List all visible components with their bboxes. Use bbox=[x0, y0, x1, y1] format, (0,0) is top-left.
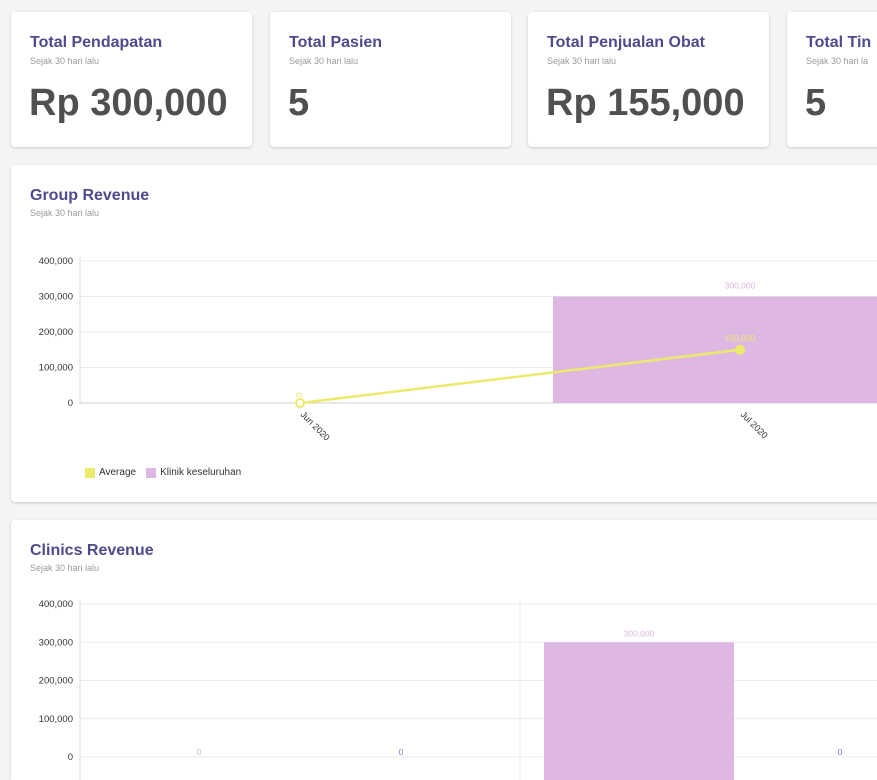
bar-value-label: 0 bbox=[838, 747, 843, 757]
group-revenue-chart: 400,000 300,000 200,000 100,000 0 300,000 0 150… bbox=[39, 256, 877, 443]
stat-value: 5 bbox=[805, 82, 827, 124]
stat-title: Total Pendapatan bbox=[30, 34, 163, 51]
legend-label: Average bbox=[99, 467, 137, 478]
stat-value: Rp 155,000 bbox=[546, 82, 745, 124]
bar-value-label: 300,000 bbox=[725, 281, 756, 291]
bar-value-label: 0 bbox=[399, 747, 404, 757]
y-tick-label: 400,000 bbox=[39, 599, 73, 610]
stat-value: Rp 300,000 bbox=[29, 82, 228, 124]
stat-card-total-penjualan-obat: Total Penjualan Obat Sejak 30 hari lalu … bbox=[528, 12, 769, 147]
stat-value: 5 bbox=[288, 82, 310, 124]
y-tick-label: 200,000 bbox=[39, 676, 73, 687]
legend-swatch bbox=[85, 467, 95, 478]
stat-title: Total Tin bbox=[806, 34, 872, 51]
average-point bbox=[295, 398, 305, 408]
bar bbox=[544, 642, 734, 780]
stat-title: Total Penjualan Obat bbox=[547, 34, 705, 51]
chart-legend: Average Klinik keseluruhan bbox=[85, 467, 245, 478]
legend-swatch bbox=[146, 467, 157, 478]
y-tick-label: 300,000 bbox=[39, 292, 73, 303]
chart-title: Clinics Revenue bbox=[30, 542, 154, 559]
y-tick-label: 200,000 bbox=[39, 327, 73, 338]
stat-subtitle: Sejak 30 hari la bbox=[806, 56, 869, 66]
legend-label: Klinik keseluruhan bbox=[160, 467, 242, 478]
legend-item-klinik[interactable]: Klinik keseluruhan bbox=[146, 467, 241, 478]
stat-subtitle: Sejak 30 hari lalu bbox=[547, 56, 617, 66]
x-tick-label: Jul 2020 bbox=[739, 409, 770, 440]
bar-value-label: 300,000 bbox=[624, 628, 655, 638]
y-tick-label: 0 bbox=[68, 752, 73, 763]
x-tick-label: Jun 2020 bbox=[299, 409, 332, 442]
y-tick-label: 100,000 bbox=[39, 714, 73, 725]
legend-item-average[interactable]: Average bbox=[85, 467, 136, 478]
stat-title: Total Pasien bbox=[289, 34, 383, 51]
average-point bbox=[735, 344, 745, 355]
clinics-revenue-chart: 400,000 300,000 200,000 100,000 0 0 0 300,000 0 bbox=[39, 599, 877, 780]
y-tick-label: 400,000 bbox=[39, 256, 73, 267]
stat-card-total-tindakan: Total Tin Sejak 30 hari la 5 bbox=[787, 12, 877, 147]
stat-subtitle: Sejak 30 hari lalu bbox=[289, 56, 359, 66]
chart-title: Group Revenue bbox=[30, 187, 150, 204]
stat-subtitle: Sejak 30 hari lalu bbox=[30, 56, 100, 66]
average-value-label: 150,000 bbox=[725, 333, 756, 343]
y-tick-label: 300,000 bbox=[39, 637, 73, 648]
average-value-label: 0 bbox=[295, 392, 304, 397]
y-tick-label: 100,000 bbox=[39, 363, 73, 374]
bar bbox=[553, 296, 877, 403]
y-tick-label: 0 bbox=[68, 398, 73, 409]
bar-value-label: 0 bbox=[197, 747, 202, 757]
stat-card-total-pendapatan: Total Pendapatan Sejak 30 hari lalu Rp 3… bbox=[11, 12, 252, 147]
stat-card-total-pasien: Total Pasien Sejak 30 hari lalu 5 bbox=[270, 12, 511, 147]
chart-subtitle: Sejak 30 hari lalu bbox=[30, 208, 100, 218]
clinics-revenue-card: Clinics Revenue Sejak 30 hari lalu 400,0… bbox=[11, 520, 877, 780]
average-line bbox=[299, 348, 741, 405]
group-revenue-card: Group Revenue Sejak 30 hari lalu 400,000… bbox=[11, 165, 877, 502]
chart-subtitle: Sejak 30 hari lalu bbox=[30, 563, 100, 573]
